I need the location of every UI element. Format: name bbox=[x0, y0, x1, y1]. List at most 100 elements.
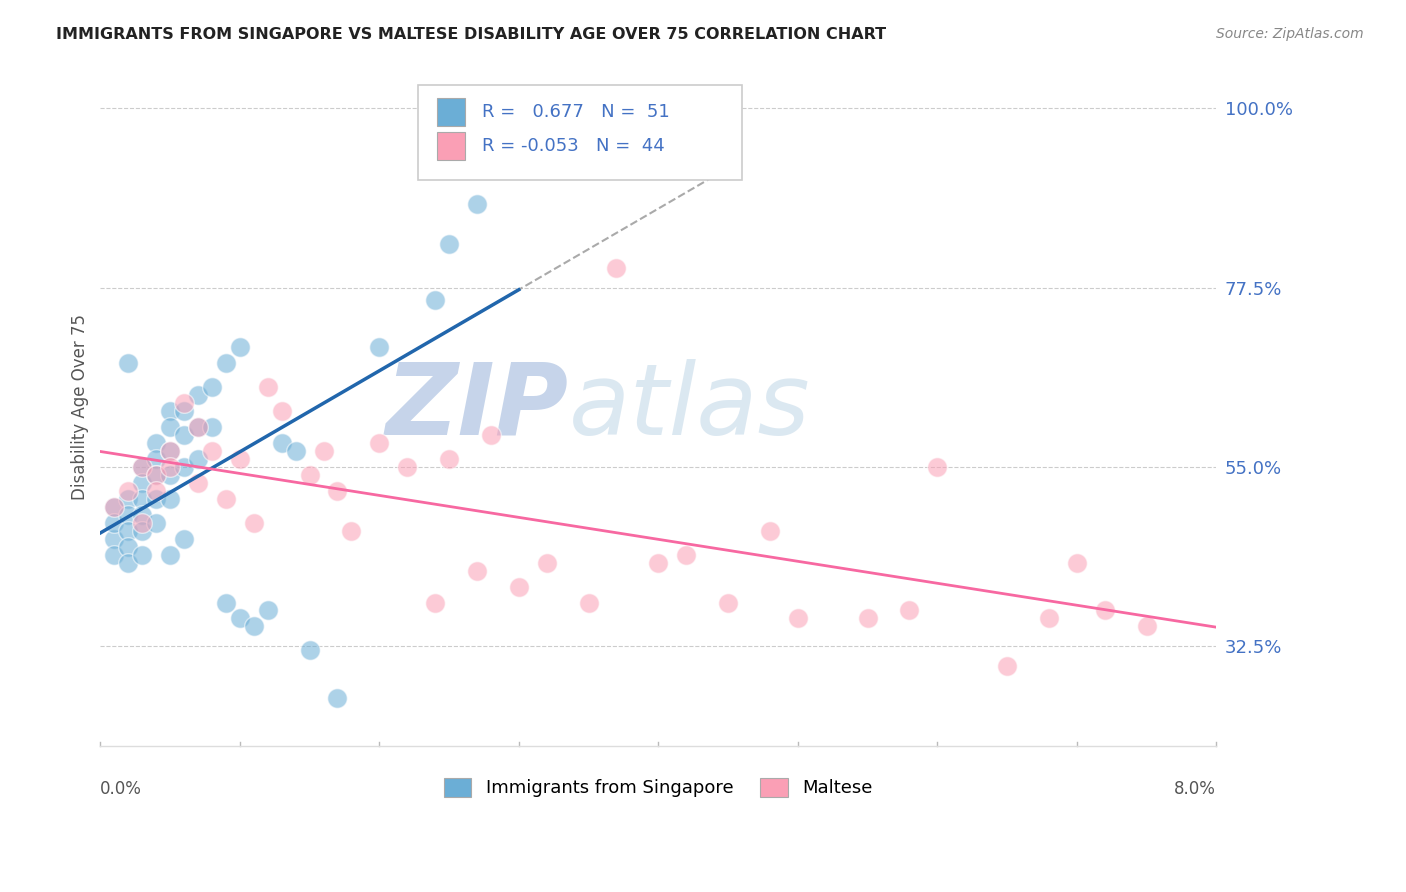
Point bbox=[145, 468, 167, 483]
Point bbox=[215, 595, 238, 609]
Point bbox=[298, 468, 321, 483]
Point bbox=[243, 516, 266, 530]
Point bbox=[159, 468, 181, 483]
Point bbox=[159, 420, 181, 434]
Point bbox=[312, 444, 335, 458]
Point bbox=[117, 508, 139, 522]
Point bbox=[159, 460, 181, 475]
Point bbox=[479, 428, 502, 442]
Point bbox=[201, 380, 224, 394]
Point bbox=[995, 659, 1018, 673]
Point bbox=[187, 475, 209, 490]
Point bbox=[159, 404, 181, 418]
Text: 0.0%: 0.0% bbox=[100, 780, 142, 797]
Point bbox=[117, 356, 139, 370]
Point bbox=[187, 452, 209, 467]
Point bbox=[117, 540, 139, 554]
FancyBboxPatch shape bbox=[437, 131, 465, 160]
Point bbox=[131, 548, 153, 562]
Point bbox=[103, 532, 125, 546]
FancyBboxPatch shape bbox=[419, 86, 742, 180]
Point bbox=[159, 444, 181, 458]
Point bbox=[187, 388, 209, 402]
Text: R =   0.677   N =  51: R = 0.677 N = 51 bbox=[482, 103, 669, 121]
Point bbox=[465, 564, 488, 578]
Point bbox=[201, 420, 224, 434]
Point bbox=[145, 483, 167, 498]
Point bbox=[145, 468, 167, 483]
Point bbox=[437, 236, 460, 251]
Point bbox=[173, 404, 195, 418]
Point bbox=[508, 580, 530, 594]
Point bbox=[103, 500, 125, 514]
Point bbox=[145, 491, 167, 506]
Point bbox=[270, 404, 292, 418]
Point bbox=[159, 548, 181, 562]
Point bbox=[187, 420, 209, 434]
Point bbox=[117, 491, 139, 506]
Point bbox=[173, 460, 195, 475]
Point bbox=[229, 452, 252, 467]
Point bbox=[396, 460, 419, 475]
Point bbox=[605, 260, 627, 275]
Point bbox=[717, 595, 740, 609]
Point bbox=[856, 611, 879, 625]
Point bbox=[536, 556, 558, 570]
Point bbox=[256, 603, 278, 617]
Point bbox=[229, 341, 252, 355]
Point bbox=[675, 548, 697, 562]
Text: atlas: atlas bbox=[569, 359, 811, 456]
Text: ZIP: ZIP bbox=[387, 359, 569, 456]
Point bbox=[131, 460, 153, 475]
Point bbox=[270, 436, 292, 450]
Point bbox=[173, 428, 195, 442]
Point bbox=[103, 516, 125, 530]
Point bbox=[1038, 611, 1060, 625]
Text: Source: ZipAtlas.com: Source: ZipAtlas.com bbox=[1216, 27, 1364, 41]
Point bbox=[215, 356, 238, 370]
Point bbox=[145, 516, 167, 530]
Point bbox=[326, 483, 349, 498]
Text: 8.0%: 8.0% bbox=[1174, 780, 1216, 797]
Point bbox=[1094, 603, 1116, 617]
Point bbox=[368, 436, 391, 450]
Point bbox=[898, 603, 921, 617]
Point bbox=[159, 491, 181, 506]
Point bbox=[256, 380, 278, 394]
Point bbox=[284, 444, 307, 458]
Point bbox=[437, 452, 460, 467]
Point bbox=[243, 619, 266, 633]
Point bbox=[215, 491, 238, 506]
Point bbox=[117, 556, 139, 570]
Text: IMMIGRANTS FROM SINGAPORE VS MALTESE DISABILITY AGE OVER 75 CORRELATION CHART: IMMIGRANTS FROM SINGAPORE VS MALTESE DIS… bbox=[56, 27, 886, 42]
Point bbox=[201, 444, 224, 458]
Point bbox=[103, 500, 125, 514]
Point bbox=[131, 475, 153, 490]
Point bbox=[508, 141, 530, 155]
Point bbox=[131, 460, 153, 475]
Text: R = -0.053   N =  44: R = -0.053 N = 44 bbox=[482, 136, 665, 154]
Point bbox=[145, 436, 167, 450]
Point bbox=[1066, 556, 1088, 570]
Y-axis label: Disability Age Over 75: Disability Age Over 75 bbox=[72, 314, 89, 500]
Point bbox=[103, 548, 125, 562]
Legend: Immigrants from Singapore, Maltese: Immigrants from Singapore, Maltese bbox=[437, 771, 880, 805]
Point bbox=[647, 556, 669, 570]
Point bbox=[173, 532, 195, 546]
Point bbox=[117, 524, 139, 538]
Point bbox=[368, 341, 391, 355]
Point bbox=[927, 460, 949, 475]
Point bbox=[423, 293, 446, 307]
Point bbox=[465, 197, 488, 211]
Point bbox=[131, 524, 153, 538]
Point bbox=[131, 516, 153, 530]
Point bbox=[423, 595, 446, 609]
Point bbox=[173, 396, 195, 410]
Point bbox=[578, 595, 600, 609]
Point bbox=[759, 524, 782, 538]
Point bbox=[340, 524, 363, 538]
Point bbox=[187, 420, 209, 434]
Point bbox=[131, 508, 153, 522]
Point bbox=[229, 611, 252, 625]
Point bbox=[326, 691, 349, 706]
